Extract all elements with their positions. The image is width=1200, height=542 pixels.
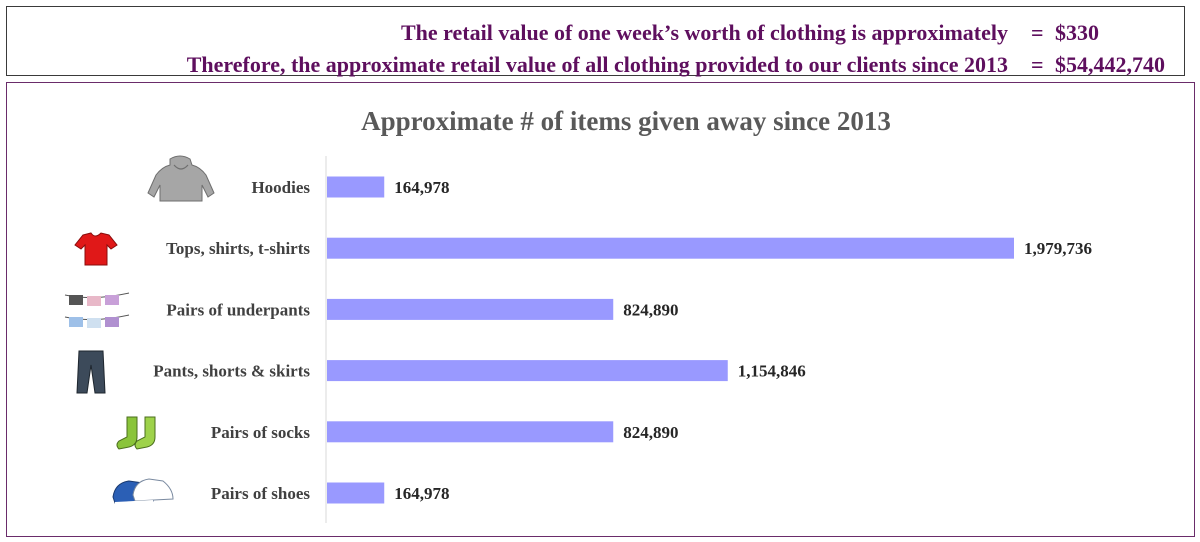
weekly-value-amount: $330 bbox=[1055, 20, 1099, 45]
tshirt-icon bbox=[74, 232, 118, 266]
weekly-value-label: The retail value of one week’s worth of … bbox=[401, 20, 1008, 45]
summary-header: The retail value of one week’s worth of … bbox=[6, 6, 1185, 77]
shoes-icon bbox=[112, 478, 174, 504]
category-label: Hoodies bbox=[251, 178, 310, 197]
value-label: 1,154,846 bbox=[738, 362, 806, 381]
category-label: Pants, shorts & skirts bbox=[153, 362, 310, 381]
hoodie-icon bbox=[147, 155, 215, 202]
bar-2 bbox=[327, 298, 614, 320]
pants-icon bbox=[76, 350, 106, 394]
total-value-row: Therefore, the approximate retail value … bbox=[7, 52, 1184, 84]
bar-3 bbox=[327, 360, 728, 382]
chart-title: Approximate # of items given away since … bbox=[361, 106, 891, 136]
category-label: Pairs of socks bbox=[211, 423, 311, 442]
weekly-value-row: The retail value of one week’s worth of … bbox=[7, 20, 1184, 52]
socks-icon bbox=[116, 416, 156, 450]
bar-0 bbox=[327, 176, 385, 198]
equals-sign: = bbox=[1031, 52, 1044, 77]
category-label: Tops, shirts, t-shirts bbox=[166, 239, 310, 258]
bar-4 bbox=[327, 421, 614, 443]
value-label: 164,978 bbox=[394, 178, 449, 197]
category-label: Pairs of shoes bbox=[211, 484, 311, 503]
total-value-label: Therefore, the approximate retail value … bbox=[186, 52, 1008, 77]
value-label: 164,978 bbox=[394, 484, 449, 503]
category-label: Pairs of underpants bbox=[166, 300, 310, 319]
value-label: 824,890 bbox=[623, 423, 678, 442]
value-label: 1,979,736 bbox=[1024, 239, 1092, 258]
bar-chart: Approximate # of items given away since … bbox=[64, 106, 1092, 523]
bars-group: Hoodies 164,978 Tops, shirts, t-shirts 1,97… bbox=[153, 176, 1092, 504]
bar-1 bbox=[327, 237, 1014, 259]
value-label: 824,890 bbox=[623, 300, 678, 319]
bar-5 bbox=[327, 482, 385, 504]
chart-frame: Approximate # of items given away since … bbox=[6, 82, 1195, 537]
equals-sign: = bbox=[1031, 20, 1044, 45]
underpants-icon bbox=[64, 292, 130, 328]
total-value-amount: $54,442,740 bbox=[1055, 52, 1165, 77]
